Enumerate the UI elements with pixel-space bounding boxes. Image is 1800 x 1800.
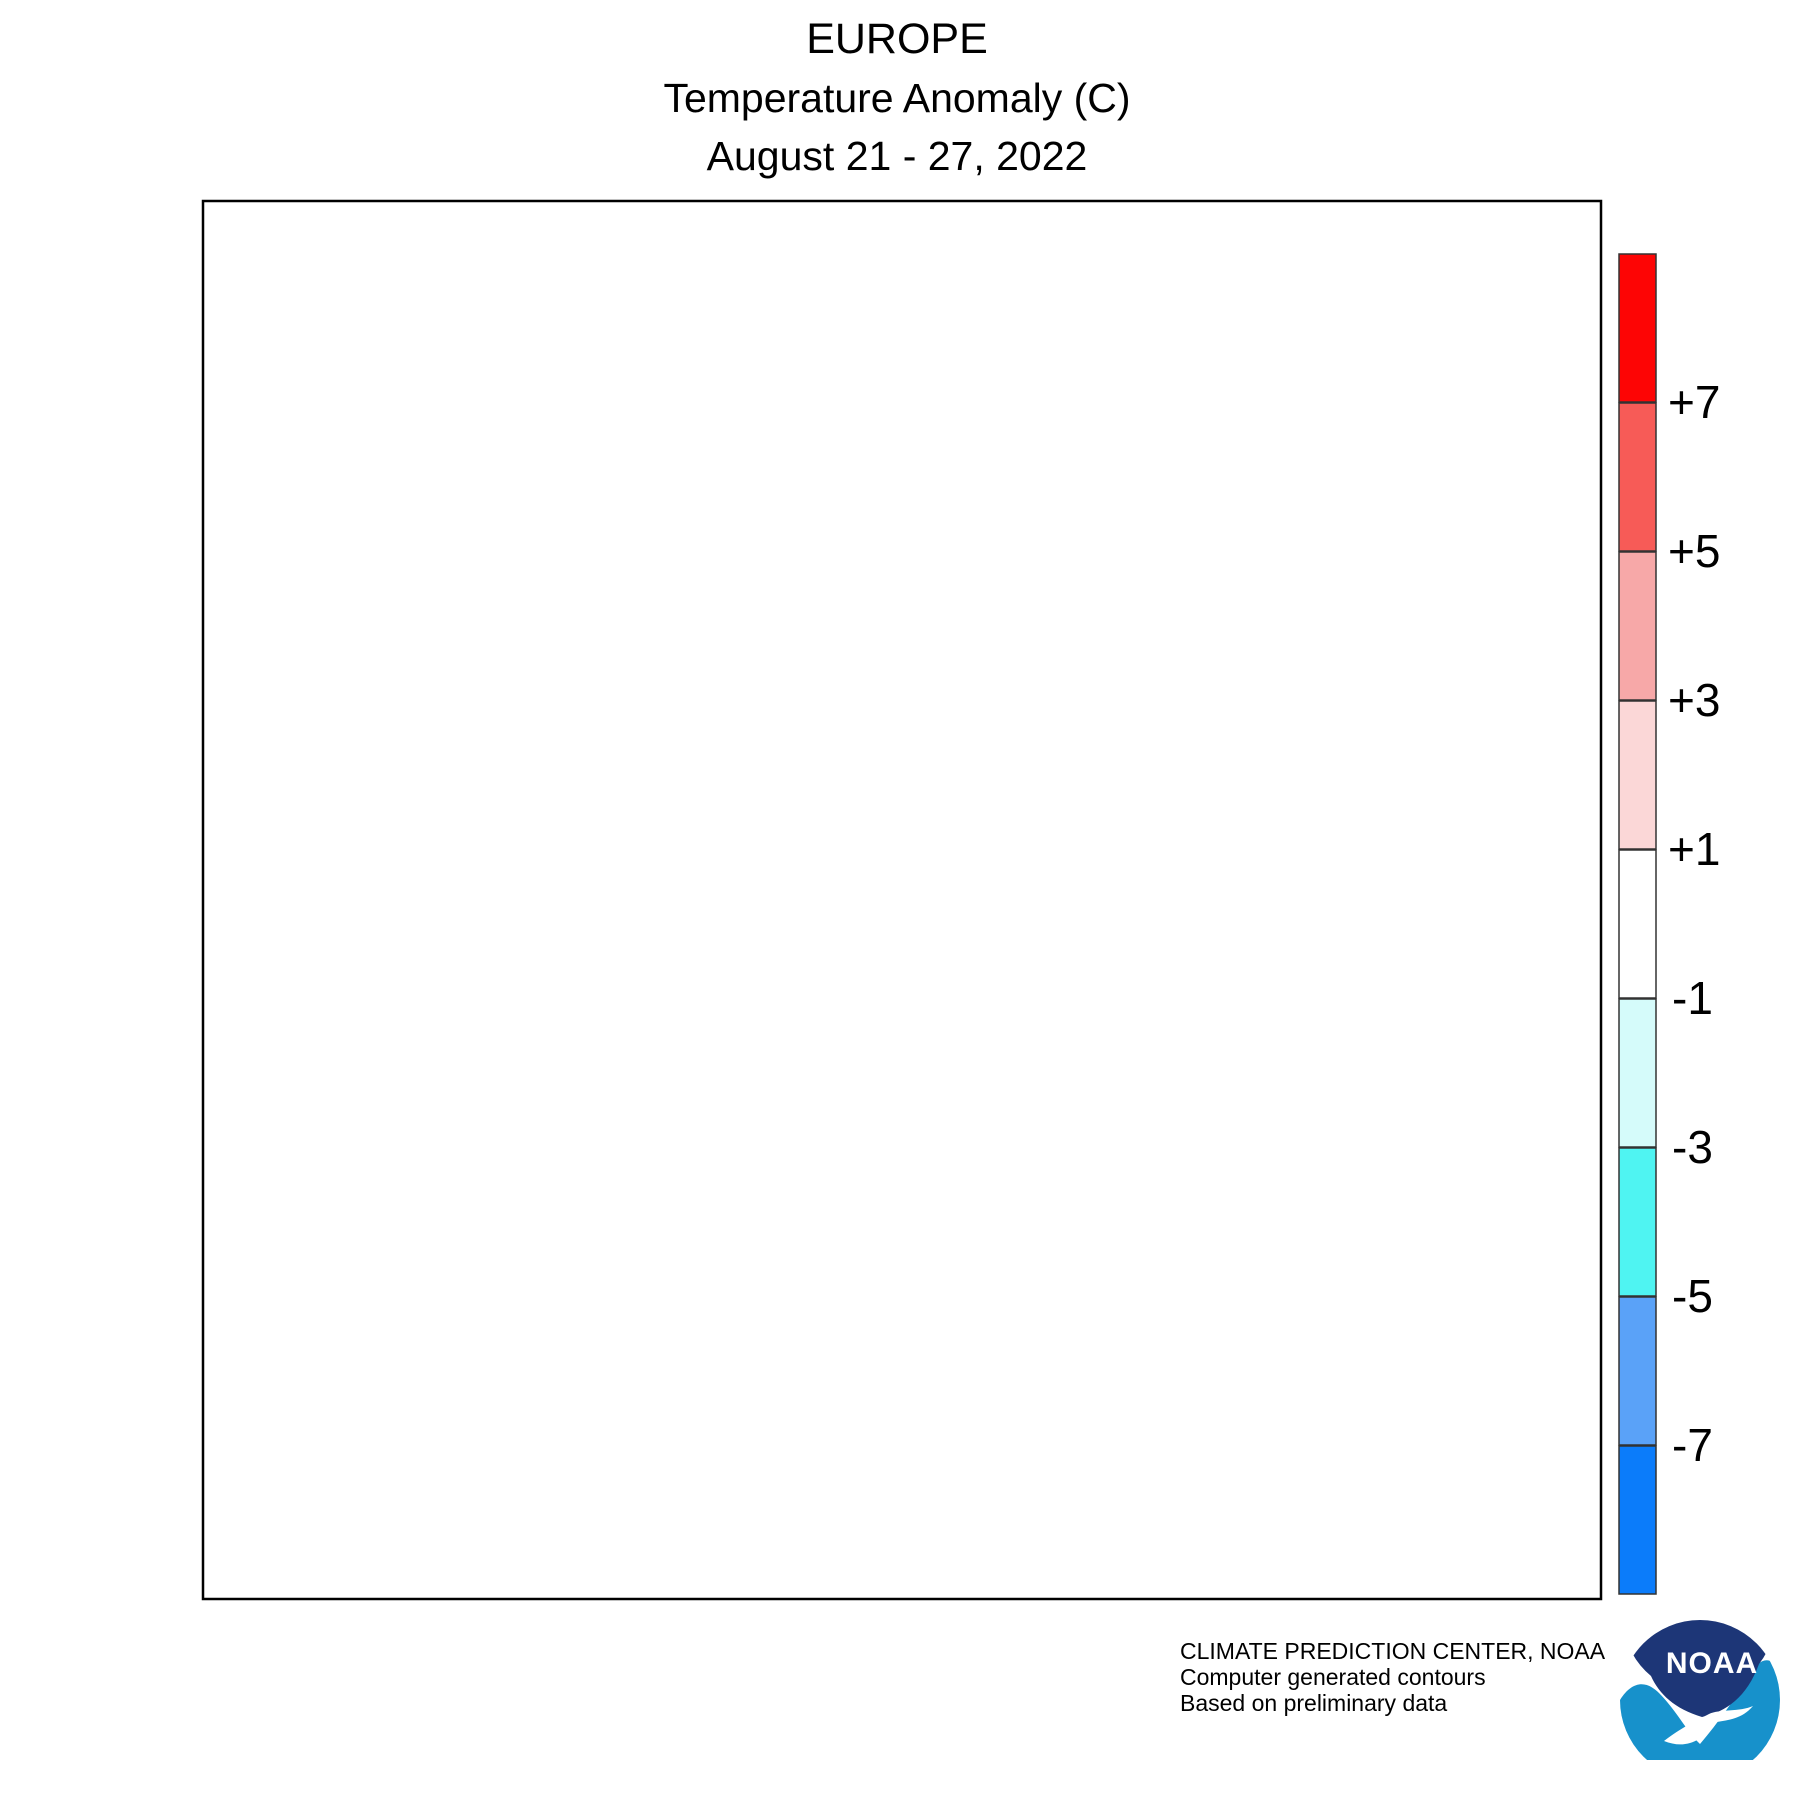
svg-text:-7: -7 xyxy=(1672,1419,1713,1471)
svg-text:+3: +3 xyxy=(1668,674,1720,726)
svg-text:Temperature Anomaly (C): Temperature Anomaly (C) xyxy=(663,75,1130,121)
svg-text:Based on preliminary data: Based on preliminary data xyxy=(1180,1690,1447,1716)
svg-text:-1: -1 xyxy=(1672,972,1713,1024)
svg-text:-5: -5 xyxy=(1672,1270,1713,1322)
svg-text:+5: +5 xyxy=(1668,525,1720,577)
svg-text:NOAA: NOAA xyxy=(1666,1647,1758,1680)
svg-text:-3: -3 xyxy=(1672,1121,1713,1173)
svg-text:+1: +1 xyxy=(1668,823,1720,875)
svg-text:August 21 - 27, 2022: August 21 - 27, 2022 xyxy=(707,133,1088,179)
svg-text:EUROPE: EUROPE xyxy=(806,15,988,63)
svg-text:CLIMATE PREDICTION CENTER, NOA: CLIMATE PREDICTION CENTER, NOAA xyxy=(1180,1638,1606,1664)
svg-text:+7: +7 xyxy=(1668,376,1720,428)
svg-text:Computer generated contours: Computer generated contours xyxy=(1180,1664,1486,1690)
